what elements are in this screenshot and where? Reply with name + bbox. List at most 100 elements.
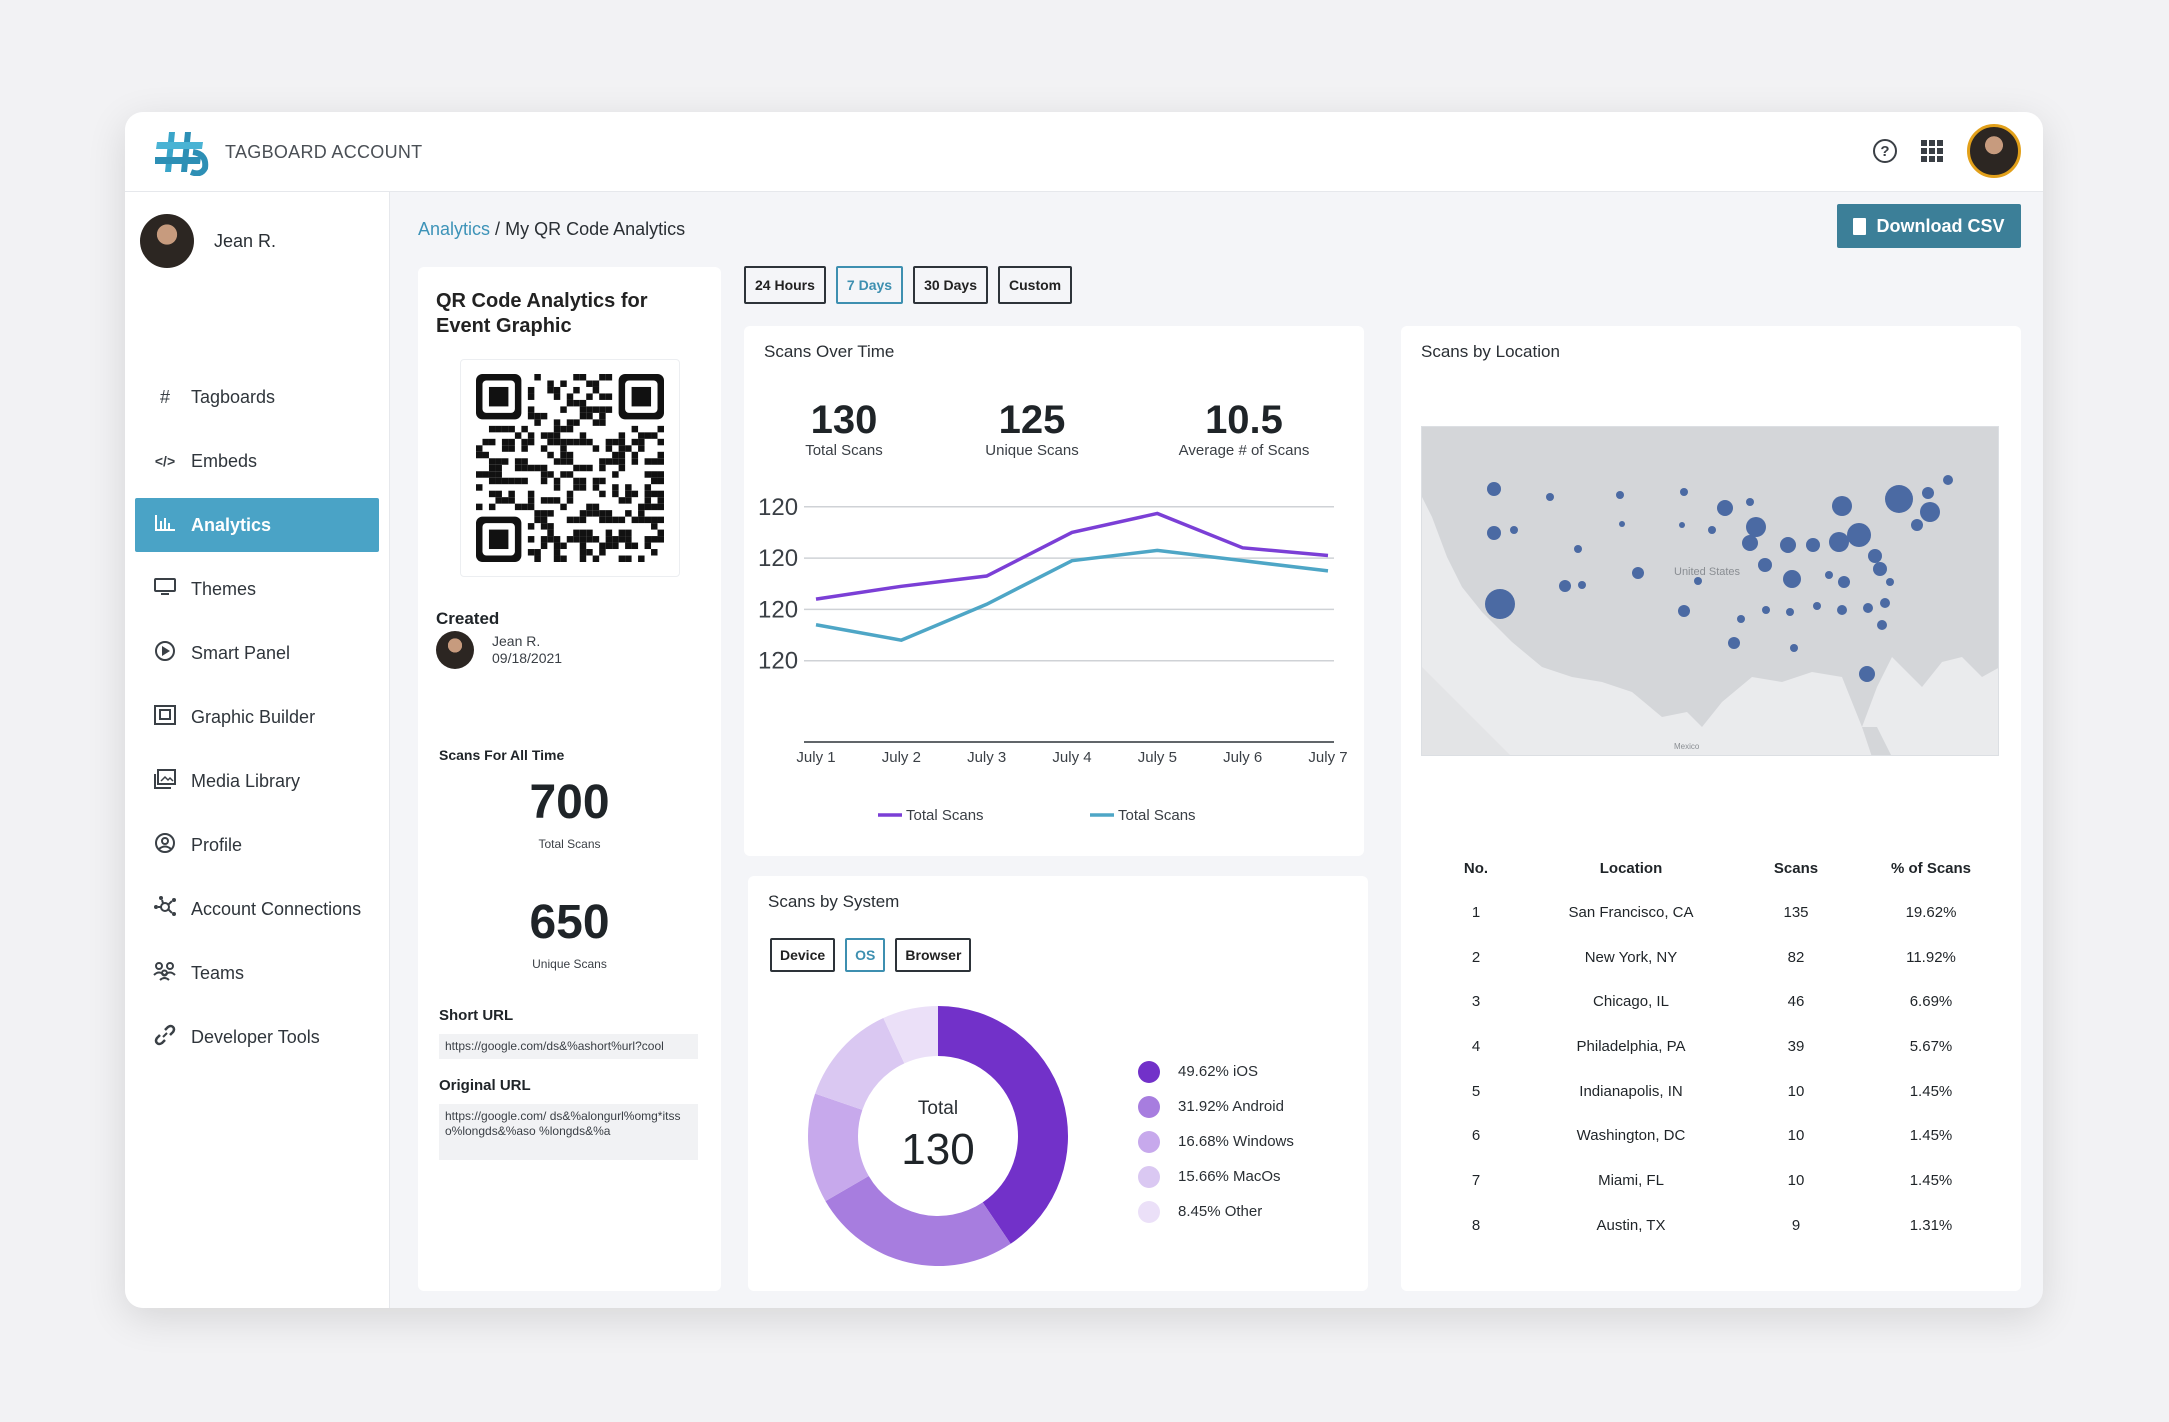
sidebar-item-label: Smart Panel — [191, 642, 291, 663]
qr-module — [488, 477, 496, 485]
range-custom-button[interactable]: Custom — [998, 266, 1073, 304]
range-7-days-button[interactable]: 7 Days — [835, 266, 904, 304]
sidebar-item-teams[interactable]: Teams — [135, 946, 379, 1000]
table-row[interactable]: 5 Indianapolis, IN 10 1.45% — [1421, 1069, 2001, 1114]
x-tick-label: July 2 — [882, 749, 921, 766]
sidebar-item-tagboards[interactable]: # Tagboards — [135, 370, 379, 424]
qr-module — [547, 529, 554, 537]
link-icon — [153, 1024, 177, 1051]
table-row[interactable]: 7 Miami, FL 10 1.45% — [1421, 1158, 2001, 1203]
col-header: % of Scans — [1890, 859, 1972, 877]
table-cell: 5.67% — [1909, 1037, 1953, 1055]
apps-grid-icon[interactable] — [1921, 140, 1943, 162]
help-icon[interactable]: ? — [1873, 139, 1897, 163]
table-row[interactable]: 2 New York, NY 82 11.92% — [1421, 935, 2001, 980]
qr-module — [586, 438, 593, 446]
team-icon — [153, 961, 177, 986]
map-scan-dot — [1619, 521, 1625, 527]
table-cell: 2 — [1471, 948, 1481, 966]
table-cell: San Francisco, CA — [1568, 903, 1694, 921]
qr-module — [553, 432, 561, 439]
donut-slice — [825, 1176, 1011, 1266]
legend-swatch — [1138, 1060, 1160, 1083]
qr-module — [657, 529, 664, 537]
qr-module — [560, 406, 567, 413]
qr-module — [527, 386, 535, 394]
qr-module — [566, 451, 574, 459]
range-30-days-button[interactable]: 30 Days — [913, 266, 989, 304]
qr-module — [527, 406, 535, 413]
table-row[interactable]: 8 Austin, TX 9 1.31% — [1421, 1203, 2001, 1248]
short-url-value[interactable]: https://google.com/ds&%ashort%url?cool — [439, 1034, 698, 1059]
qr-module — [625, 529, 632, 537]
table-cell: 10 — [1787, 1171, 1805, 1189]
qr-module — [527, 438, 535, 446]
range-24-hours-button[interactable]: 24 Hours — [744, 266, 826, 304]
breadcrumb-analytics-link[interactable]: Analytics — [418, 219, 491, 239]
qr-code — [460, 359, 680, 577]
qr-module — [644, 484, 652, 491]
qr-module — [599, 542, 606, 550]
avatar[interactable] — [1967, 124, 2021, 178]
us-scan-map[interactable]: United States Mexico — [1421, 426, 1999, 756]
monitor-icon — [153, 577, 177, 601]
map-scan-dot — [1837, 605, 1847, 615]
qr-module — [553, 419, 561, 426]
map-scan-dot — [1877, 620, 1887, 630]
sidebar-user[interactable]: Jean R. — [140, 214, 276, 268]
qr-module — [586, 393, 593, 400]
qr-module — [586, 503, 593, 511]
qr-module — [618, 516, 626, 524]
qr-module — [612, 458, 619, 465]
qr-module — [612, 471, 619, 478]
qr-module — [618, 536, 626, 543]
sidebar-item-account-connections[interactable]: Account Connections — [135, 882, 379, 936]
stat-unique-scans: 125 Unique Scans — [962, 398, 1102, 459]
y-tick-label: 120 — [758, 648, 798, 675]
table-row[interactable]: 1 San Francisco, CA 135 19.62% — [1421, 890, 2001, 935]
qr-module — [579, 510, 587, 517]
tab-browser[interactable]: Browser — [895, 938, 972, 972]
table-row[interactable]: 4 Philadelphia, PA 39 5.67% — [1421, 1024, 2001, 1069]
table-row[interactable]: 3 Chicago, IL 46 6.69% — [1421, 979, 2001, 1024]
qr-module — [521, 503, 528, 511]
legend-swatch — [1138, 1165, 1160, 1188]
qr-module — [514, 477, 522, 485]
qr-module — [586, 529, 593, 537]
qr-module — [612, 490, 619, 498]
qr-module — [514, 432, 522, 439]
sidebar-item-analytics[interactable]: Analytics — [135, 498, 379, 552]
sidebar-item-developer-tools[interactable]: Developer Tools — [135, 1010, 379, 1064]
stat-total-scans: 130 Total Scans — [784, 398, 904, 459]
table-row[interactable]: 6 Washington, DC 10 1.45% — [1421, 1113, 2001, 1158]
tab-os[interactable]: OS — [845, 938, 886, 972]
qr-module — [521, 425, 528, 433]
qr-module — [618, 445, 626, 452]
tab-device[interactable]: Device — [770, 938, 836, 972]
sidebar-item-graphic-builder[interactable]: Graphic Builder — [135, 690, 379, 744]
network-icon — [153, 895, 177, 923]
qr-module — [592, 477, 600, 485]
sidebar-item-media-library[interactable]: Media Library — [135, 754, 379, 808]
map-scan-dot — [1487, 482, 1501, 496]
sidebar-item-themes[interactable]: Themes — [135, 562, 379, 616]
sidebar-item-embeds[interactable]: </> Embeds — [135, 434, 379, 488]
qr-module — [631, 458, 639, 465]
qr-module — [488, 438, 496, 446]
tagboard-logo-icon[interactable] — [155, 128, 209, 176]
sidebar-item-smart-panel[interactable]: Smart Panel — [135, 626, 379, 680]
col-header: Location — [1599, 859, 1663, 877]
qr-module — [657, 497, 664, 504]
sidebar-item-profile[interactable]: Profile — [135, 818, 379, 872]
table-cell: Chicago, IL — [1593, 993, 1669, 1011]
qr-module — [553, 536, 561, 543]
qr-module — [657, 471, 664, 478]
original-url-value[interactable]: https://google.com/ ds&%alongurl%omg*its… — [439, 1104, 698, 1160]
qr-module — [534, 419, 541, 426]
qr-module — [657, 477, 664, 485]
qr-module — [540, 412, 548, 420]
qr-module — [495, 464, 502, 472]
download-csv-button[interactable]: Download CSV — [1837, 204, 2021, 248]
creator-avatar — [436, 631, 474, 669]
qr-module — [592, 445, 600, 452]
